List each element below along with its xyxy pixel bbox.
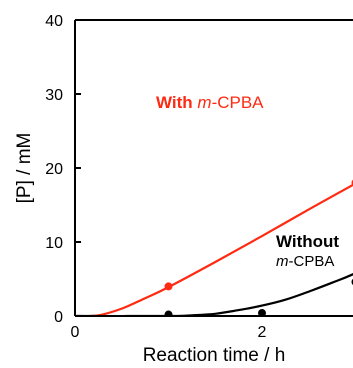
series-label-without-line2: m-CPBA <box>276 253 334 270</box>
data-point-series-1 <box>164 310 173 316</box>
y-tick-label: 20 <box>45 161 63 178</box>
tick-labels: 0246010203040 <box>45 13 267 341</box>
x-tick-label: 2 <box>258 324 267 341</box>
ticks <box>74 19 263 317</box>
y-axis-label: [P] / mM <box>14 133 35 204</box>
y-tick-label: 30 <box>45 87 63 104</box>
data-points <box>164 179 353 316</box>
data-point-series-0 <box>164 282 173 291</box>
x-axis-label: Reaction time / h <box>143 345 286 366</box>
fit-line-series-1 <box>75 273 353 316</box>
series-label-without-line1: Without <box>276 232 339 251</box>
fit-line-series-0 <box>75 183 353 316</box>
fit-lines <box>75 183 353 316</box>
data-point-series-1 <box>258 309 266 316</box>
y-tick-label: 10 <box>45 235 63 252</box>
y-tick-label: 0 <box>54 309 63 326</box>
x-tick-label: 0 <box>71 324 80 341</box>
series-label-with: With m-CPBA <box>156 93 264 112</box>
y-tick-label: 40 <box>45 13 63 30</box>
